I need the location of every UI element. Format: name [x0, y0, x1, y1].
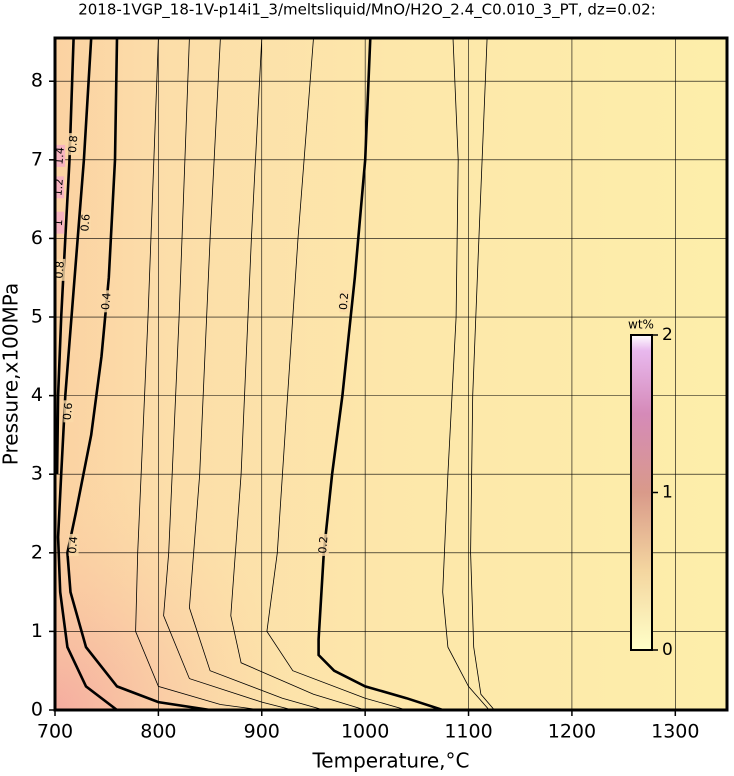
contour-label: 1: [52, 219, 66, 227]
contour-line: [230, 38, 366, 710]
contour-label: 0.2: [337, 292, 351, 311]
contour-label-box: [68, 533, 79, 556]
contour-label-box: [318, 533, 329, 556]
contour-label-box: [63, 400, 74, 423]
colorbar-tick-label: 1: [662, 483, 673, 503]
contour-label: 0.8: [66, 135, 80, 154]
contour-line: [442, 38, 490, 710]
x-tick-label: 1100: [444, 721, 492, 743]
plot-shading: [55, 38, 727, 710]
contour-label-box: [339, 290, 350, 313]
y-tick-label: 5: [31, 306, 43, 328]
y-tick-label: 3: [31, 463, 43, 485]
contour-line: [266, 38, 407, 710]
contour-line: [163, 38, 293, 710]
y-axis-label: Pressure,x100MPa: [0, 283, 23, 465]
contour-line: [66, 38, 211, 710]
contour-label-box: [101, 290, 112, 313]
colorbar-tick-label: 0: [662, 640, 673, 660]
contour-line: [188, 38, 324, 710]
x-tick-label: 700: [37, 721, 73, 743]
x-axis-label: Temperature,°C: [311, 749, 469, 773]
contour-labels: 0.20.20.40.40.60.60.80.811.21.4: [51, 133, 351, 556]
y-tick-label: 8: [31, 70, 43, 92]
colorbar-label: wt%: [628, 318, 654, 332]
contour-label: 0.4: [66, 536, 80, 555]
contour-label: 0.4: [99, 292, 113, 311]
contour-label: 0.2: [316, 536, 330, 555]
y-tick-label: 4: [31, 384, 43, 406]
colorbar-tick-label: 2: [662, 325, 673, 345]
contour-line: [56, 38, 118, 710]
contour-label: 0.6: [61, 402, 75, 421]
x-tick-label: 1200: [548, 721, 596, 743]
contour-label-box: [54, 176, 65, 199]
contour-line: [135, 38, 262, 710]
contour-line: [317, 38, 444, 710]
contour-label-box: [81, 211, 92, 234]
x-tick-label: 800: [140, 721, 176, 743]
contour-label-box: [55, 144, 66, 167]
axes: 700 800 900 1000 1100 1200 1300 0 1 2 3 4 5 6 7 8 0 1 2: [31, 70, 700, 743]
contour-label-box: [55, 258, 66, 281]
y-tick-label: 2: [31, 541, 43, 563]
contour-label-box: [68, 133, 79, 156]
y-tick-label: 6: [31, 227, 43, 249]
x-tick-label: 1300: [651, 721, 699, 743]
plot-frame: [53, 36, 729, 712]
y-tick-label: 1: [31, 620, 43, 642]
x-tick-label: 900: [244, 721, 280, 743]
y-tick-label: 7: [31, 148, 43, 170]
contour-line: [470, 38, 495, 710]
contour-label-box: [54, 211, 65, 234]
colorbar: [630, 334, 653, 651]
y-tick-label: 0: [31, 699, 43, 721]
x-tick-label: 1000: [341, 721, 389, 743]
chart-title: 2018-1VGP_18-1V-p14i1_3/meltsliquid/MnO/…: [78, 1, 656, 20]
contour-label: 0.6: [78, 213, 92, 232]
